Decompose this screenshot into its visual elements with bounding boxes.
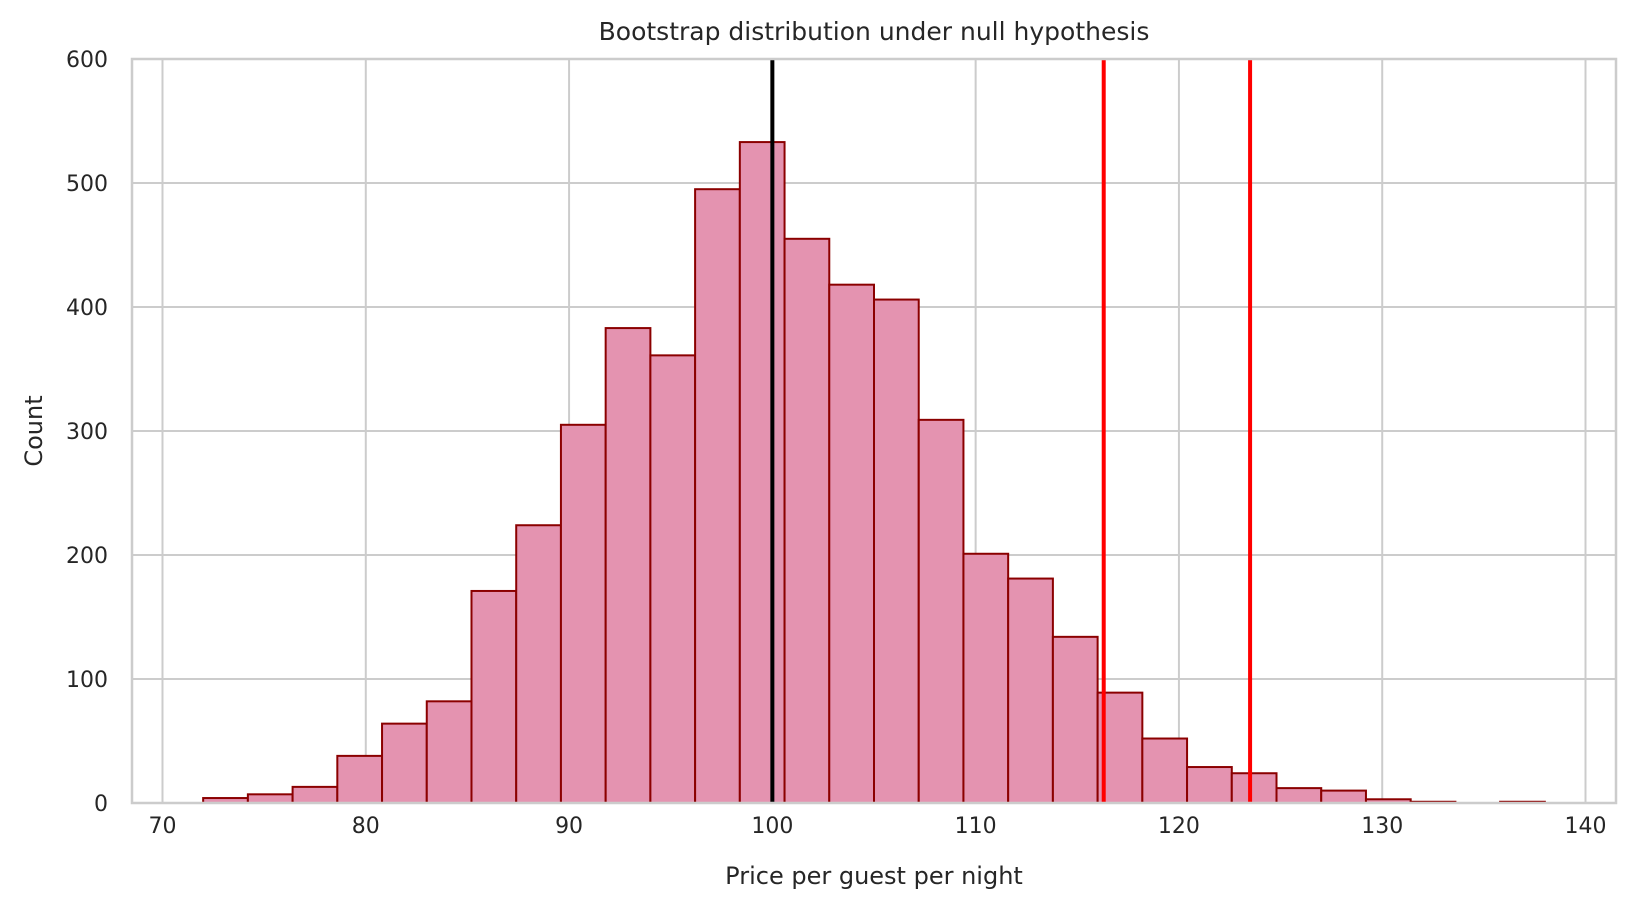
histogram-bar xyxy=(515,524,562,804)
plot-frame xyxy=(130,57,1618,805)
histogram-bar xyxy=(649,354,697,804)
y-tick-label: 200 xyxy=(66,544,108,569)
x-tick-label: 90 xyxy=(555,814,583,839)
y-tick-label: 600 xyxy=(66,48,108,73)
y-axis-label: Count xyxy=(20,395,48,466)
x-tick-label: 110 xyxy=(955,814,997,839)
histogram-bar xyxy=(1230,772,1278,804)
histogram-bar xyxy=(1051,635,1099,805)
histogram-bar xyxy=(1320,789,1367,804)
x-tick-labels: 70 80 90 100 110 120 130 140 xyxy=(148,814,1606,839)
histogram-bar xyxy=(783,237,831,805)
histogram-bar xyxy=(604,327,652,804)
histogram-bar xyxy=(962,552,1010,805)
histogram-bar xyxy=(917,418,965,804)
histogram-bar xyxy=(559,423,607,804)
x-axis-label: Price per guest per night xyxy=(725,862,1023,890)
y-tick-label: 100 xyxy=(66,668,108,693)
x-tick-label: 130 xyxy=(1361,814,1403,839)
histogram-bar xyxy=(828,283,876,804)
x-tick-label: 70 xyxy=(148,814,176,839)
histogram-bar xyxy=(381,722,428,805)
histogram-bar xyxy=(291,785,339,805)
y-tick-label: 300 xyxy=(66,420,108,445)
x-tick-label: 140 xyxy=(1565,814,1607,839)
histogram-bar xyxy=(470,589,518,805)
chart-title: Bootstrap distribution under null hypoth… xyxy=(599,17,1150,46)
y-tick-label: 0 xyxy=(94,792,108,817)
histogram-bar xyxy=(1275,787,1323,804)
x-tick-label: 120 xyxy=(1158,814,1200,839)
histogram-bar xyxy=(425,700,473,805)
histogram-bar xyxy=(336,754,384,805)
y-tick-label: 500 xyxy=(66,172,108,197)
histogram-bar xyxy=(694,188,741,804)
histogram-bar xyxy=(1007,577,1054,804)
histogram-bar xyxy=(873,298,920,804)
x-tick-label: 100 xyxy=(751,814,793,839)
y-tick-labels: 0 100 200 300 400 500 600 xyxy=(66,48,108,817)
x-tick-label: 80 xyxy=(352,814,380,839)
histogram-bar xyxy=(246,793,294,805)
y-tick-label: 400 xyxy=(66,296,108,321)
histogram-bar xyxy=(1141,737,1189,805)
reference-lines xyxy=(770,59,1253,803)
histogram-bar xyxy=(738,141,786,804)
histogram-bar xyxy=(1186,766,1233,804)
histogram-bars xyxy=(202,141,1546,805)
